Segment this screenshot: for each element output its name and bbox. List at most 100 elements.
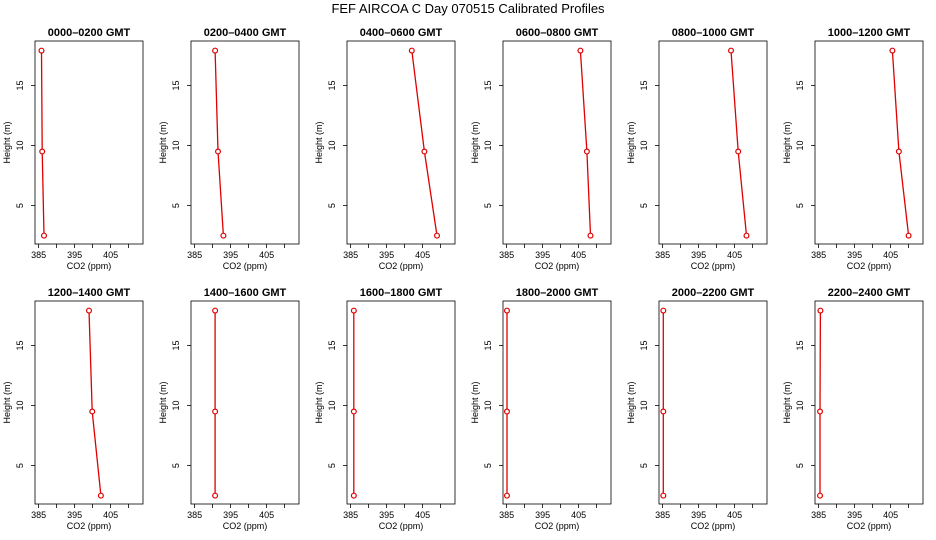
x-tick-label: 395: [691, 250, 706, 260]
plot-frame: [346, 300, 456, 505]
x-tick-label: 385: [811, 510, 826, 520]
panel: 0800–1000 GMT 385 395 405 5 10 15 CO2 (ppm) Heig…: [626, 27, 768, 271]
x-tick-label: 385: [343, 250, 358, 260]
data-point: [39, 148, 46, 155]
panel-title: 0600–0800 GMT: [516, 27, 599, 39]
x-tick-label: 405: [259, 250, 274, 260]
x-tick-label: 405: [727, 510, 742, 520]
x-axis-label: CO2 (ppm): [67, 521, 112, 531]
x-tick-label: 405: [415, 250, 430, 260]
x-axis-label: CO2 (ppm): [535, 261, 580, 271]
x-tick-label: 385: [343, 510, 358, 520]
panel: 1000–1200 GMT 385 395 405 5 10 15 CO2 (ppm) Heig…: [782, 27, 924, 271]
x-tick-label: 405: [571, 250, 586, 260]
y-tick-label: 10: [639, 400, 649, 410]
y-tick-label: 5: [15, 463, 25, 468]
data-point: [89, 408, 96, 415]
plot-frame: [814, 300, 924, 505]
x-tick-label: 395: [847, 250, 862, 260]
y-tick-label: 10: [795, 400, 805, 410]
data-point: [743, 232, 750, 239]
data-point: [577, 47, 584, 54]
y-tick-label: 5: [639, 203, 649, 208]
data-point: [587, 232, 594, 239]
y-tick-label: 15: [795, 340, 805, 350]
y-tick-label: 5: [327, 203, 337, 208]
y-tick-label: 15: [171, 340, 181, 350]
x-axis-label: CO2 (ppm): [535, 521, 580, 531]
x-tick-label: 395: [379, 250, 394, 260]
x-tick-label: 395: [67, 510, 82, 520]
y-tick-label: 10: [171, 140, 181, 150]
data-point: [350, 307, 357, 314]
panel-title: 1400–1600 GMT: [204, 287, 287, 299]
profile-line: [579, 50, 592, 236]
plot-frame: [190, 300, 300, 505]
data-point: [434, 232, 441, 239]
data-point: [212, 307, 219, 314]
panel-title: 1800–2000 GMT: [516, 287, 599, 299]
data-point: [905, 232, 912, 239]
x-tick-label: 405: [103, 250, 118, 260]
y-tick-label: 5: [483, 203, 493, 208]
y-axis-label: Height (m): [470, 121, 480, 163]
x-tick-label: 405: [883, 510, 898, 520]
data-point: [889, 47, 896, 54]
plot-frame: [658, 40, 768, 245]
data-point: [212, 408, 219, 415]
panel: 1800–2000 GMT 385 395 405 5 10 15 CO2 (ppm) Heig…: [470, 287, 612, 531]
panel-title: 0400–0600 GMT: [360, 27, 443, 39]
y-tick-label: 15: [15, 80, 25, 90]
x-tick-label: 405: [259, 510, 274, 520]
y-tick-label: 10: [327, 140, 337, 150]
y-tick-label: 5: [483, 463, 493, 468]
y-tick-label: 15: [639, 80, 649, 90]
profile-line: [411, 50, 438, 236]
x-tick-label: 395: [67, 250, 82, 260]
data-point: [660, 307, 667, 314]
y-axis-label: Height (m): [2, 381, 12, 423]
x-tick-label: 405: [415, 510, 430, 520]
panel: 1400–1600 GMT 385 395 405 5 10 15 CO2 (ppm) Heig…: [158, 287, 300, 531]
y-tick-label: 10: [795, 140, 805, 150]
data-point: [817, 492, 824, 499]
y-axis-label: Height (m): [782, 381, 792, 423]
y-tick-label: 15: [795, 80, 805, 90]
y-axis-label: Height (m): [314, 381, 324, 423]
x-axis-label: CO2 (ppm): [691, 521, 736, 531]
data-point: [38, 47, 45, 54]
y-axis-label: Height (m): [158, 121, 168, 163]
x-axis-label: CO2 (ppm): [691, 261, 736, 271]
data-point: [40, 232, 47, 239]
data-point: [735, 148, 742, 155]
data-point: [421, 148, 428, 155]
data-point: [350, 408, 357, 415]
x-axis-label: CO2 (ppm): [379, 521, 424, 531]
panel-title: 1600–1800 GMT: [360, 287, 443, 299]
x-tick-label: 395: [691, 510, 706, 520]
x-tick-label: 395: [535, 510, 550, 520]
y-tick-label: 10: [639, 140, 649, 150]
x-tick-label: 385: [31, 250, 46, 260]
x-axis-label: CO2 (ppm): [847, 261, 892, 271]
y-axis-label: Height (m): [470, 381, 480, 423]
panel: 2000–2200 GMT 385 395 405 5 10 15 CO2 (ppm) Heig…: [626, 287, 768, 531]
figure-title: FEF AIRCOA C Day 070515 Calibrated Profi…: [331, 1, 605, 16]
data-point: [220, 232, 227, 239]
x-tick-label: 385: [499, 250, 514, 260]
x-axis-label: CO2 (ppm): [67, 261, 112, 271]
x-tick-label: 395: [223, 510, 238, 520]
x-tick-label: 385: [655, 510, 670, 520]
plot-frame: [346, 40, 456, 245]
profile-line: [214, 50, 225, 236]
x-tick-label: 395: [847, 510, 862, 520]
y-tick-label: 10: [483, 140, 493, 150]
x-tick-label: 395: [379, 510, 394, 520]
data-point: [503, 492, 510, 499]
y-tick-label: 10: [171, 400, 181, 410]
y-tick-label: 5: [15, 203, 25, 208]
x-tick-label: 385: [499, 510, 514, 520]
panel-title: 2000–2200 GMT: [672, 287, 755, 299]
profile-line: [891, 50, 910, 236]
